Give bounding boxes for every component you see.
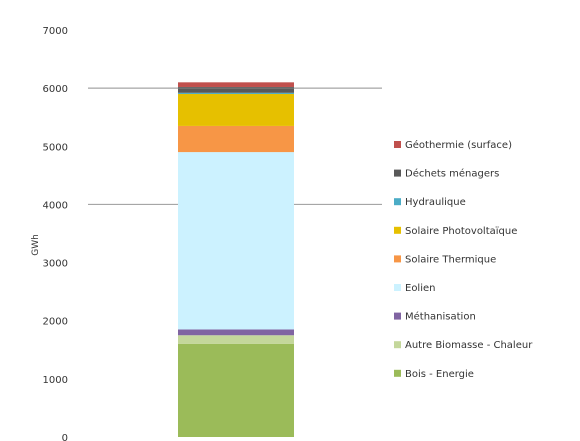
legend-swatch	[394, 312, 401, 320]
legend-swatch	[394, 141, 401, 148]
y-axis-ticks: 0 1000 2000 3000 4000 5000 6000 7000	[43, 26, 68, 441]
bar-segment-4	[178, 125, 294, 153]
legend-swatch	[394, 169, 401, 177]
legend-swatch	[394, 226, 401, 234]
y-tick-label: 2000	[43, 317, 68, 328]
legend-swatch	[394, 341, 401, 349]
legend: Géothermie (surface) Déchets ménagers Hydr…	[394, 139, 533, 380]
bar-segments	[88, 82, 382, 437]
legend-label: Géothermie (surface)	[405, 139, 512, 151]
y-tick-label: 6000	[43, 84, 68, 95]
legend-swatch	[394, 255, 401, 263]
y-axis-label: GWh	[31, 234, 41, 256]
legend-swatch	[394, 284, 401, 291]
legend-label: Bois - Energie	[405, 369, 474, 380]
y-tick-label: 7000	[43, 26, 68, 37]
bar-segment-6	[178, 92, 294, 94]
bar-segment-1	[178, 335, 294, 344]
bar-segment-2	[178, 329, 294, 336]
legend-label: Méthanisation	[405, 311, 476, 323]
legend-label: Autre Biomasse - Chaleur	[405, 340, 533, 351]
y-tick-label: 4000	[43, 200, 68, 211]
bar-segment-8	[178, 82, 294, 87]
y-tick-label: 1000	[43, 375, 68, 386]
legend-label: Solaire Thermique	[405, 254, 496, 265]
legend-label: Eolien	[405, 283, 435, 294]
legend-label: Déchets ménagers	[405, 168, 499, 180]
legend-swatch	[394, 369, 401, 377]
bar-segment-5	[178, 93, 294, 126]
bar-segment-7	[178, 86, 294, 93]
y-tick-label: 5000	[43, 142, 68, 153]
bar-segment-3	[178, 152, 294, 330]
y-tick-label: 3000	[43, 259, 68, 270]
y-tick-label: 0	[62, 433, 68, 441]
legend-label: Solaire Photovoltaïque	[405, 226, 517, 237]
legend-label: Hydraulique	[405, 197, 466, 208]
bar-segment-0	[178, 343, 294, 437]
legend-swatch	[394, 198, 401, 206]
